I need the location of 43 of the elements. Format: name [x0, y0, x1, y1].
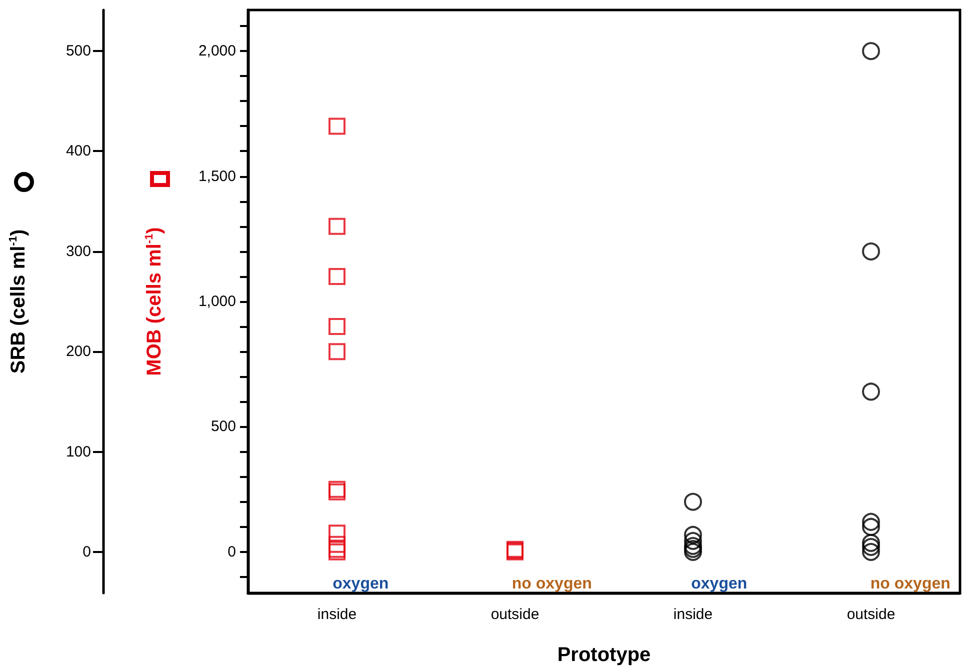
point	[862, 382, 880, 401]
point	[862, 42, 880, 60]
point	[328, 268, 346, 285]
y2-tick-label: 500	[66, 42, 91, 60]
annotation: no oxygen	[512, 576, 592, 592]
point	[684, 526, 702, 544]
y-tick-label: 1,000	[198, 293, 236, 310]
point	[684, 492, 702, 511]
point	[684, 542, 702, 561]
point	[684, 536, 702, 555]
y-tick-label: 0	[228, 543, 236, 560]
y-tick-label: 1,500	[198, 168, 236, 185]
point	[862, 242, 880, 260]
point	[328, 118, 346, 135]
x-tick-label: inside	[673, 606, 713, 623]
point	[862, 534, 880, 552]
x-axis-title: Prototype	[557, 644, 651, 666]
point	[328, 343, 346, 360]
point	[328, 536, 346, 553]
y2-axis-title: SRB (cells ml-1)	[8, 229, 30, 374]
y2-tick-label: 0	[82, 543, 91, 560]
point	[684, 540, 702, 558]
x-tick-label: outside	[490, 606, 540, 623]
y2-tick-label: 300	[66, 242, 91, 260]
point	[328, 318, 346, 336]
annotation: oxygen	[332, 576, 389, 592]
point	[328, 218, 346, 235]
point	[328, 524, 346, 542]
point	[862, 512, 880, 531]
y-axis-title: MOB (cells ml-1)	[144, 227, 166, 376]
y2-tick-label: 100	[66, 443, 91, 460]
y2-tick-label: 400	[66, 142, 91, 160]
point	[862, 518, 880, 536]
y-tick-label: 2,000	[198, 42, 236, 60]
y2-tick-label: 200	[66, 343, 91, 360]
x-tick-label: inside	[317, 606, 357, 623]
x-tick-label: outside	[846, 606, 896, 623]
y-tick-label: 500	[210, 418, 236, 436]
annotation: no oxygen	[870, 576, 950, 592]
point	[862, 542, 880, 561]
point	[862, 538, 880, 556]
point	[684, 532, 702, 550]
annotation: oxygen	[691, 576, 748, 592]
